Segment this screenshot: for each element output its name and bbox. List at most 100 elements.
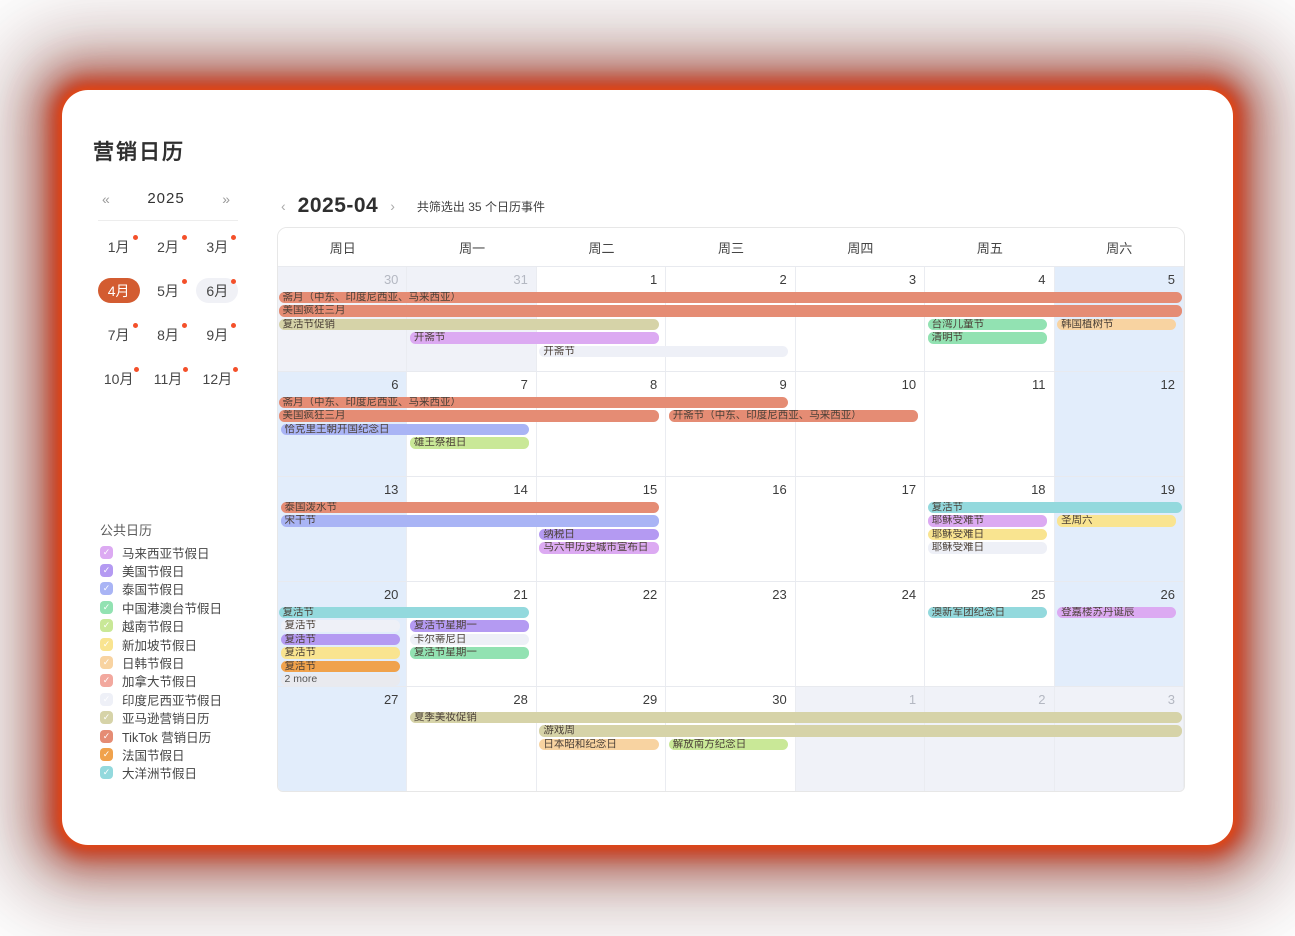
- event-chip[interactable]: 游戏周: [539, 725, 1182, 737]
- event-chip[interactable]: 韩国植树节: [1057, 318, 1177, 331]
- event-chip[interactable]: 卡尔蒂尼日: [409, 633, 530, 646]
- calendar-item-cn[interactable]: ✓ 中国港澳台节假日: [100, 598, 250, 616]
- calendar-item-amz[interactable]: ✓ 亚马逊营销日历: [100, 709, 250, 727]
- checkbox-checked-icon[interactable]: ✓: [100, 582, 113, 596]
- event-chip[interactable]: 耶稣受难日: [927, 528, 1048, 541]
- calendar-item-fr[interactable]: ✓ 法国节假日: [100, 745, 250, 763]
- month-10[interactable]: 10月: [96, 366, 142, 391]
- calendar-item-id[interactable]: ✓ 印度尼西亚节假日: [100, 690, 250, 708]
- day-cell-12[interactable]: 12: [1054, 372, 1184, 476]
- event-chip[interactable]: 美国疯狂三月: [278, 305, 1182, 317]
- checkbox-checked-icon[interactable]: ✓: [100, 766, 113, 780]
- event-chip[interactable]: 耶稣受难节: [927, 515, 1048, 527]
- more-events-link[interactable]: 2 more: [280, 674, 400, 686]
- event-chip[interactable]: 复活节星期一: [409, 647, 530, 659]
- calendar-item-us[interactable]: ✓ 美国节假日: [100, 561, 250, 579]
- event-chip[interactable]: 台湾儿童节: [927, 318, 1048, 331]
- day-cell-25[interactable]: 25: [925, 582, 1055, 686]
- event-chip[interactable]: 复活节: [280, 633, 400, 646]
- month-8[interactable]: 8月: [147, 322, 189, 347]
- event-chip[interactable]: 日本昭和纪念日: [539, 738, 659, 751]
- event-chip[interactable]: 复活节星期一: [409, 620, 530, 632]
- day-cell-28[interactable]: 28: [407, 687, 537, 791]
- event-chip[interactable]: 雄王祭祖日: [409, 437, 530, 449]
- event-chip[interactable]: 复活节: [927, 501, 1182, 514]
- month-9[interactable]: 9月: [196, 322, 238, 347]
- calendar-item-ca[interactable]: ✓ 加拿大节假日: [100, 672, 250, 690]
- day-cell-2[interactable]: 2: [925, 687, 1055, 791]
- event-chip[interactable]: 宋干节: [280, 515, 659, 527]
- event-chip[interactable]: 纳税日: [539, 528, 659, 541]
- calendar-item-th[interactable]: ✓ 泰国节假日: [100, 580, 250, 598]
- calendar-item-my[interactable]: ✓ 马来西亚节假日: [100, 543, 250, 561]
- event-chip[interactable]: 马六甲历史城市宣布日: [539, 542, 659, 554]
- event-chip[interactable]: 复活节: [280, 647, 400, 659]
- event-chip[interactable]: 复活节: [280, 660, 400, 673]
- event-chip[interactable]: 耶稣受难日: [927, 542, 1048, 554]
- event-chip[interactable]: 澳新军团纪念日: [927, 606, 1048, 619]
- month-12[interactable]: 12月: [195, 366, 241, 391]
- next-month-icon[interactable]: ›: [390, 198, 395, 214]
- event-chip[interactable]: 夏季美妆促销: [409, 711, 1182, 724]
- day-cell-1[interactable]: 1: [795, 687, 926, 791]
- day-cell-19[interactable]: 19: [1054, 477, 1184, 581]
- month-3[interactable]: 3月: [196, 234, 238, 259]
- event-chip[interactable]: 清明节: [927, 332, 1048, 344]
- checkbox-checked-icon[interactable]: ✓: [100, 656, 113, 670]
- next-year-icon[interactable]: »: [222, 190, 230, 207]
- event-chip[interactable]: 开斋节: [539, 345, 789, 358]
- event-chip[interactable]: 复活节促销: [278, 318, 659, 331]
- day-cell-8[interactable]: 8: [536, 372, 667, 476]
- day-cell-10[interactable]: 10: [795, 372, 926, 476]
- event-chip[interactable]: 泰国泼水节: [280, 501, 659, 514]
- day-cell-17[interactable]: 17: [795, 477, 926, 581]
- event-chip[interactable]: 登嘉楼苏丹诞辰: [1057, 606, 1177, 619]
- calendar-item-oc[interactable]: ✓ 大洋洲节假日: [100, 764, 250, 782]
- event-chip[interactable]: 斋月（中东、印度尼西亚、马来西亚）: [278, 291, 1182, 304]
- calendar-item-jk[interactable]: ✓ 日韩节假日: [100, 653, 250, 671]
- day-cell-3[interactable]: 3: [1054, 687, 1184, 791]
- event-chip[interactable]: 复活节: [278, 606, 530, 619]
- event-chip[interactable]: 开斋节（中东、印度尼西亚、马来西亚）: [668, 410, 918, 422]
- month-6[interactable]: 6月: [196, 278, 239, 303]
- day-cell-24[interactable]: 24: [795, 582, 926, 686]
- prev-month-icon[interactable]: ‹: [281, 198, 286, 214]
- month-11[interactable]: 11月: [146, 366, 191, 391]
- checkbox-checked-icon[interactable]: ✓: [100, 729, 113, 743]
- day-cell-14[interactable]: 14: [407, 477, 537, 581]
- event-chip[interactable]: 解放南方纪念日: [668, 738, 789, 751]
- day-cell-3[interactable]: 3: [795, 267, 926, 371]
- month-2[interactable]: 2月: [147, 234, 189, 259]
- calendar-item-vn[interactable]: ✓ 越南节假日: [100, 617, 250, 635]
- calendar-item-tiktok[interactable]: ✓ TikTok 营销日历: [100, 727, 250, 745]
- checkbox-checked-icon[interactable]: ✓: [100, 711, 113, 725]
- event-chip[interactable]: 美国疯狂三月: [278, 410, 659, 422]
- day-cell-26[interactable]: 26: [1054, 582, 1184, 686]
- day-cell-13[interactable]: 13: [278, 477, 408, 581]
- checkbox-checked-icon[interactable]: ✓: [100, 692, 113, 706]
- checkbox-checked-icon[interactable]: ✓: [100, 564, 113, 578]
- prev-year-icon[interactable]: «: [102, 190, 110, 207]
- event-chip[interactable]: 斋月（中东、印度尼西亚、马来西亚）: [278, 396, 789, 409]
- event-chip[interactable]: 开斋节: [409, 332, 659, 344]
- event-chip[interactable]: 复活节: [280, 620, 400, 632]
- day-cell-27[interactable]: 27: [278, 687, 408, 791]
- checkbox-checked-icon[interactable]: ✓: [100, 600, 113, 614]
- event-chip[interactable]: 恰克里王朝开国纪念日: [280, 423, 530, 436]
- day-cell-22[interactable]: 22: [536, 582, 667, 686]
- event-chip[interactable]: 圣周六: [1057, 515, 1177, 527]
- checkbox-checked-icon[interactable]: ✓: [100, 619, 113, 633]
- checkbox-checked-icon[interactable]: ✓: [100, 747, 113, 761]
- month-1[interactable]: 1月: [98, 234, 140, 259]
- day-cell-9[interactable]: 9: [666, 372, 796, 476]
- checkbox-checked-icon[interactable]: ✓: [100, 674, 113, 688]
- day-cell-16[interactable]: 16: [666, 477, 796, 581]
- day-cell-11[interactable]: 11: [925, 372, 1055, 476]
- checkbox-checked-icon[interactable]: ✓: [100, 545, 113, 559]
- day-cell-23[interactable]: 23: [666, 582, 796, 686]
- month-7[interactable]: 7月: [98, 322, 140, 347]
- checkbox-checked-icon[interactable]: ✓: [100, 637, 113, 651]
- calendar-item-sg[interactable]: ✓ 新加坡节假日: [100, 635, 250, 653]
- month-4[interactable]: 4月: [97, 278, 140, 303]
- month-5[interactable]: 5月: [147, 278, 189, 303]
